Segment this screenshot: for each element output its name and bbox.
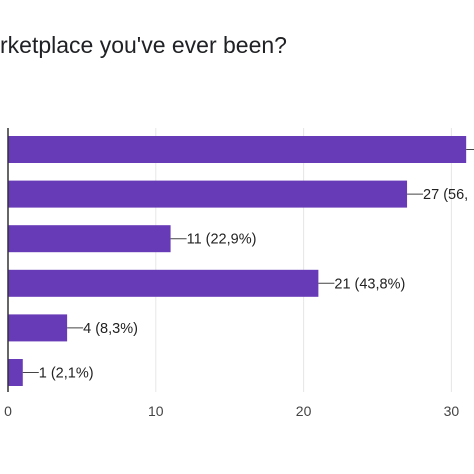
data-labels-layer: 27 (56, 11 (22,9%) 21 (43,8%) 4 (8,3%) 1 (2,… [22, 149, 474, 382]
bars-layer [8, 136, 467, 386]
x-tick-label-30: 30 [444, 403, 460, 419]
chart-title: rketplace you've ever been? [0, 32, 287, 58]
x-tick-label-10: 10 [148, 403, 164, 419]
bar-5 [8, 314, 68, 342]
bar-6 [8, 359, 23, 386]
data-label-6: 1 (2,1%) [39, 366, 94, 382]
x-tick-label-20: 20 [296, 403, 312, 419]
data-label-4: 21 (43,8%) [334, 276, 405, 292]
bar-1 [8, 136, 467, 163]
bar-2 [8, 180, 408, 208]
data-label-2: 27 (56, [423, 187, 468, 203]
data-label-5: 4 (8,3%) [83, 321, 138, 337]
bar-3 [8, 225, 171, 253]
grid-layer [155, 128, 452, 392]
x-tick-label-0: 0 [4, 403, 12, 419]
x-axis-ticks: 0 10 20 30 [4, 403, 459, 419]
bar-4 [8, 269, 319, 297]
data-label-3: 11 (22,9%) [187, 232, 257, 248]
